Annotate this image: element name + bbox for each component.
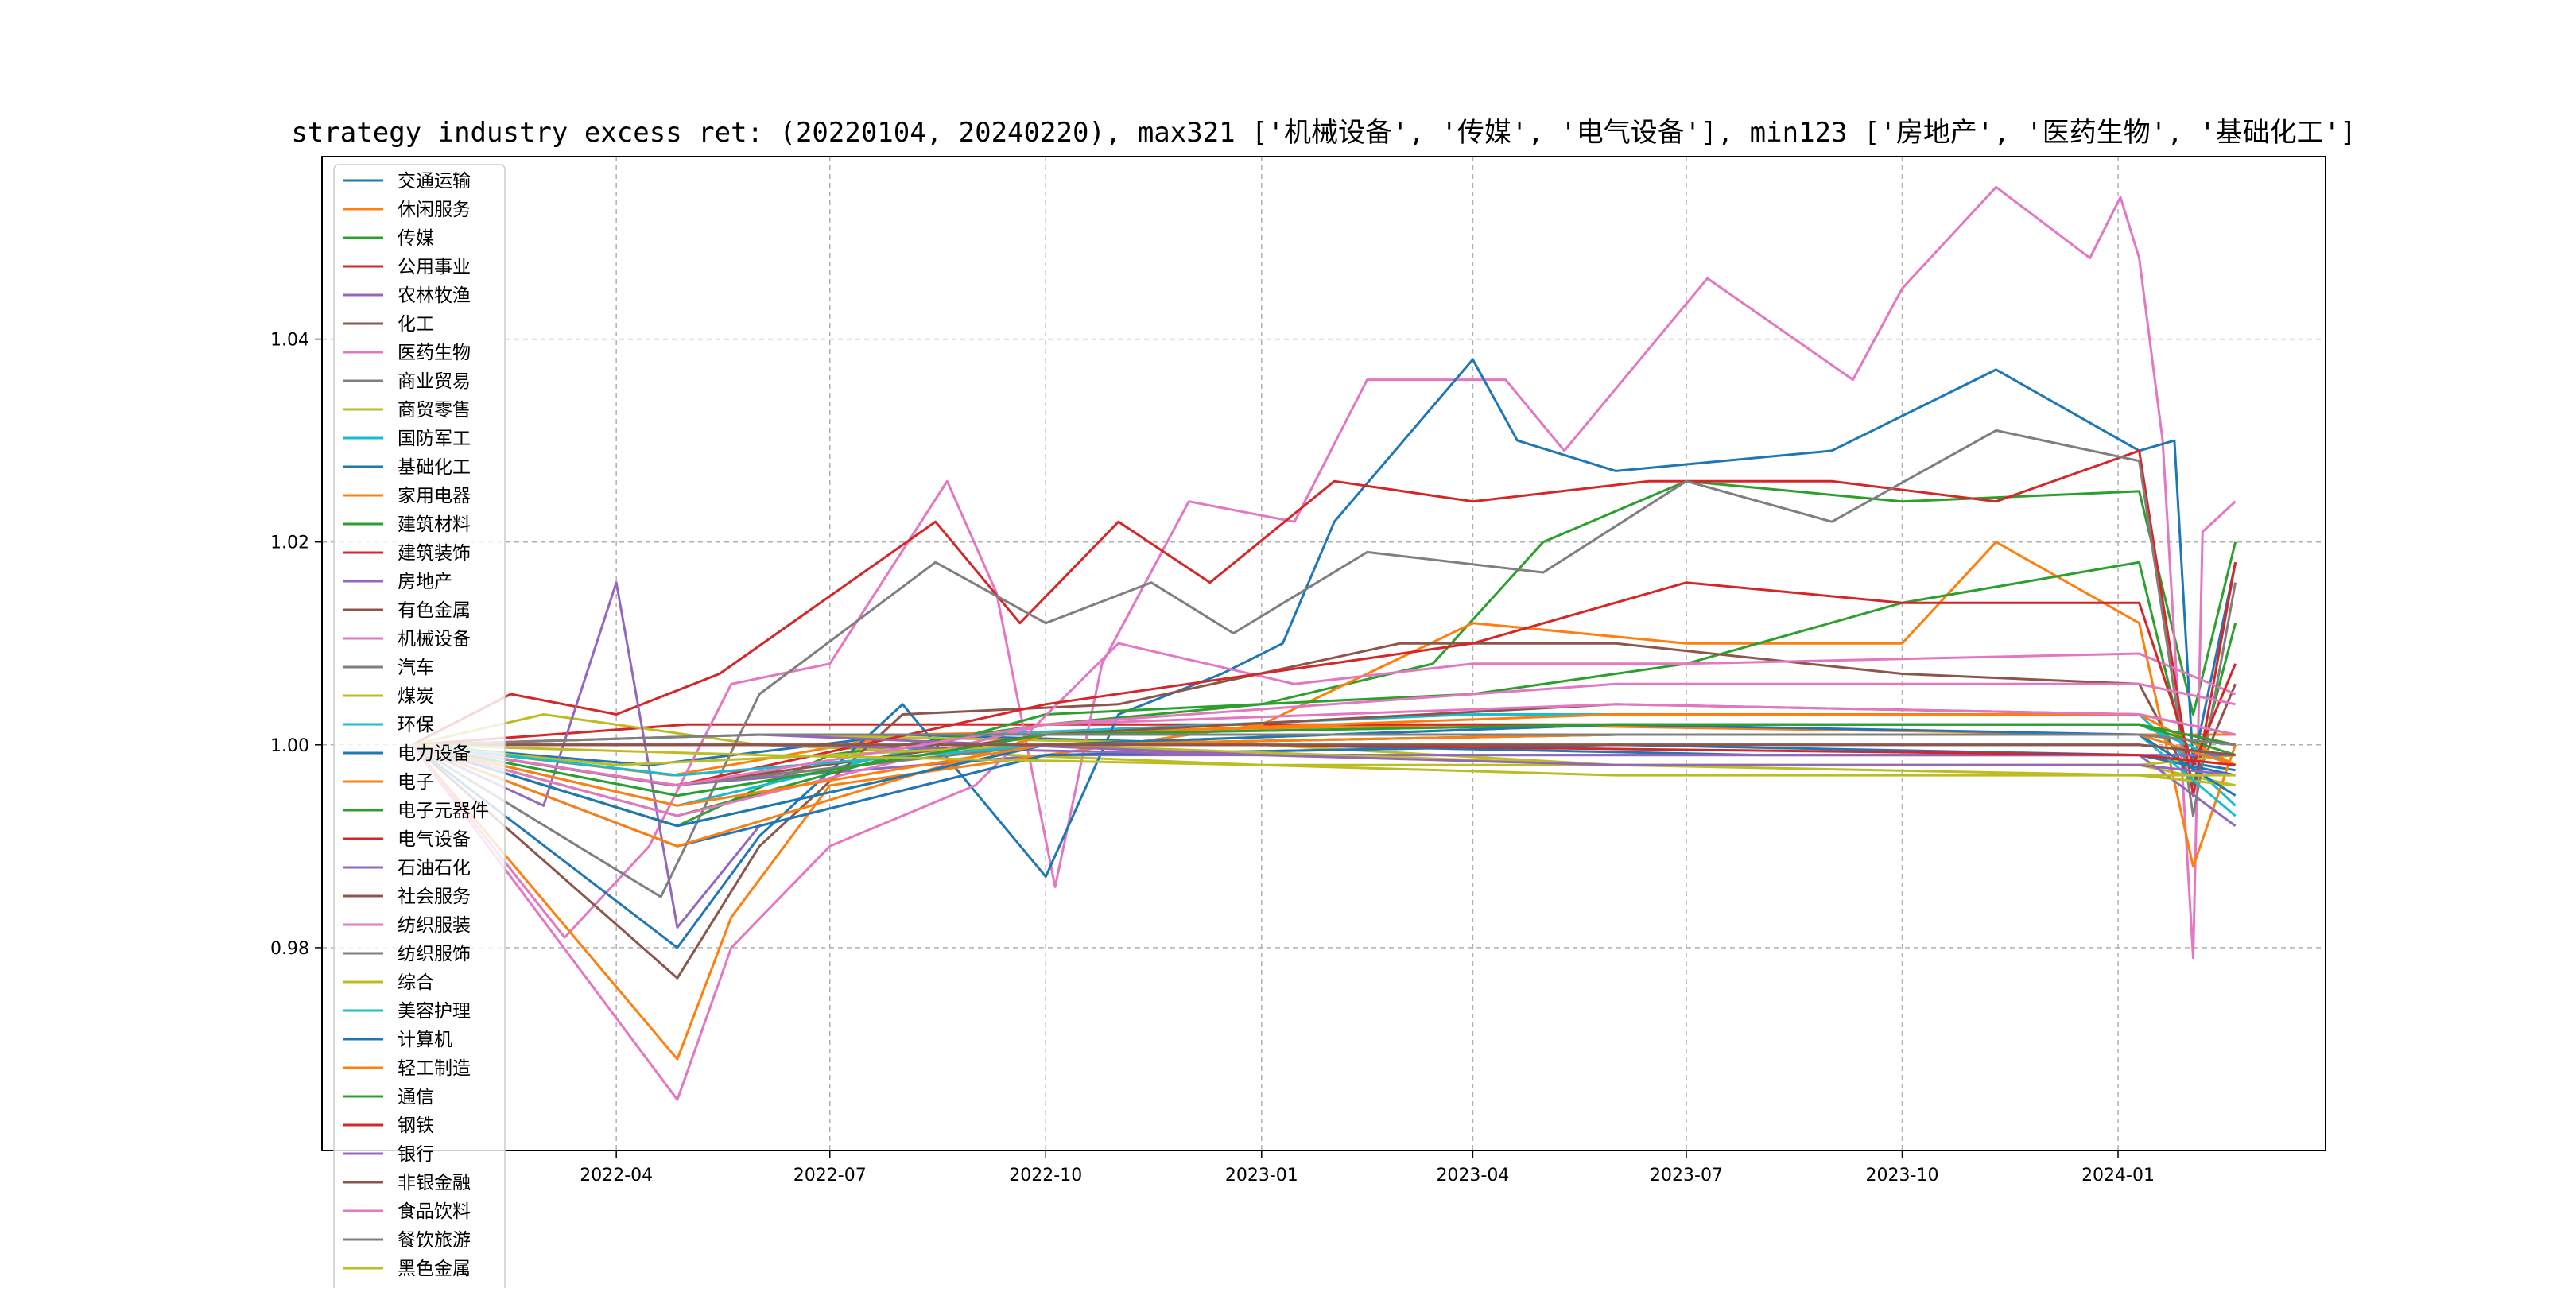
series-line-17 xyxy=(411,429,2237,898)
legend-label: 美容护理 xyxy=(398,1001,471,1022)
legend-label: 房地产 xyxy=(398,572,452,592)
legend-label: 农林牧渔 xyxy=(398,285,471,306)
legend-label: 电子元器件 xyxy=(398,801,489,821)
x-tick-label: 2022-07 xyxy=(793,1166,867,1185)
legend-label: 综合 xyxy=(398,972,434,993)
series-line-21 xyxy=(411,713,2237,848)
series-line-10 xyxy=(411,358,2237,949)
legend-label: 建筑材料 xyxy=(398,514,471,535)
legend-label: 纺织服装 xyxy=(398,915,471,936)
series-line-32 xyxy=(412,723,2236,797)
legend-label: 家用电器 xyxy=(398,486,471,506)
series-line-6 xyxy=(411,185,2237,960)
y-tick-label: 1.02 xyxy=(270,533,309,553)
y-tick-label: 1.00 xyxy=(270,736,309,756)
legend-label: 商贸零售 xyxy=(398,400,471,421)
legend-label: 医药生物 xyxy=(398,343,471,363)
plot-frame xyxy=(321,156,2326,1151)
legend-label: 黑色金属 xyxy=(398,1259,471,1279)
series-line-31 xyxy=(412,733,2237,807)
legend: 交通运输休闲服务传媒公用事业农林牧渔化工医药生物商业贸易商贸零售国防军工基础化工… xyxy=(333,164,506,1292)
series-lines xyxy=(411,185,2237,1101)
series-line-26 xyxy=(412,682,2236,817)
legend-label: 计算机 xyxy=(398,1030,452,1050)
series-line-38 xyxy=(412,743,2236,777)
series-line-36 xyxy=(412,703,2236,787)
legend-label: 公用事业 xyxy=(398,257,471,277)
legend-label: 汽车 xyxy=(398,658,434,678)
chart-title: strategy industry excess ret: (20220104,… xyxy=(291,117,2356,149)
series-line-23 xyxy=(412,581,2237,787)
x-tick-label: 2022-04 xyxy=(580,1166,653,1185)
legend-label: 电力设备 xyxy=(398,743,471,764)
axes: 2022-04 2022-07 2022-10 2023-01 2023-04 2023-… xyxy=(270,331,2155,1185)
legend-label: 餐饮旅游 xyxy=(398,1230,471,1251)
series-line-13 xyxy=(411,449,2237,797)
x-tick-label: 2023-04 xyxy=(1436,1166,1509,1185)
series-line-37 xyxy=(412,733,2236,747)
legend-label: 食品饮料 xyxy=(398,1201,471,1222)
series-line-35 xyxy=(412,743,2236,757)
legend-label: 化工 xyxy=(398,314,434,335)
legend-label: 传媒 xyxy=(398,228,434,249)
grid-lines xyxy=(322,157,2326,1150)
legend-label: 钢铁 xyxy=(398,1115,434,1136)
legend-label: 有色金属 xyxy=(398,600,471,621)
x-tick-label: 2023-10 xyxy=(1866,1166,1939,1185)
series-line-16 xyxy=(411,642,2237,1101)
legend-label: 煤炭 xyxy=(398,686,434,707)
x-tick-label: 2023-01 xyxy=(1225,1166,1298,1185)
series-line-11 xyxy=(411,541,2237,1061)
y-tick-label: 0.98 xyxy=(270,939,309,959)
x-tick-label: 2023-07 xyxy=(1650,1166,1723,1185)
legend-label: 商业贸易 xyxy=(398,371,471,392)
legend-label: 电气设备 xyxy=(398,829,471,850)
legend-label: 机械设备 xyxy=(398,629,471,650)
legend-label: 石油石化 xyxy=(398,858,471,879)
legend-label: 环保 xyxy=(398,715,434,735)
legend-label: 轻工制造 xyxy=(398,1058,471,1079)
legend-label: 非银金融 xyxy=(398,1173,471,1193)
legend-label: 交通运输 xyxy=(398,171,471,192)
x-tick-label: 2022-10 xyxy=(1009,1166,1082,1185)
series-line-28 xyxy=(412,743,2236,787)
legend-label: 纺织服饰 xyxy=(398,944,471,964)
legend-label: 社会服务 xyxy=(398,887,471,907)
x-tick-label: 2024-01 xyxy=(2081,1166,2155,1185)
legend-label: 建筑装饰 xyxy=(398,543,471,564)
legend-label: 国防军工 xyxy=(398,429,471,449)
legend-label: 银行 xyxy=(398,1144,434,1165)
legend-label: 休闲服务 xyxy=(398,200,471,220)
y-tick-label: 1.04 xyxy=(270,331,309,351)
legend-label: 通信 xyxy=(398,1087,434,1108)
legend-label: 基础化工 xyxy=(398,457,471,478)
legend-label: 电子 xyxy=(398,772,434,793)
